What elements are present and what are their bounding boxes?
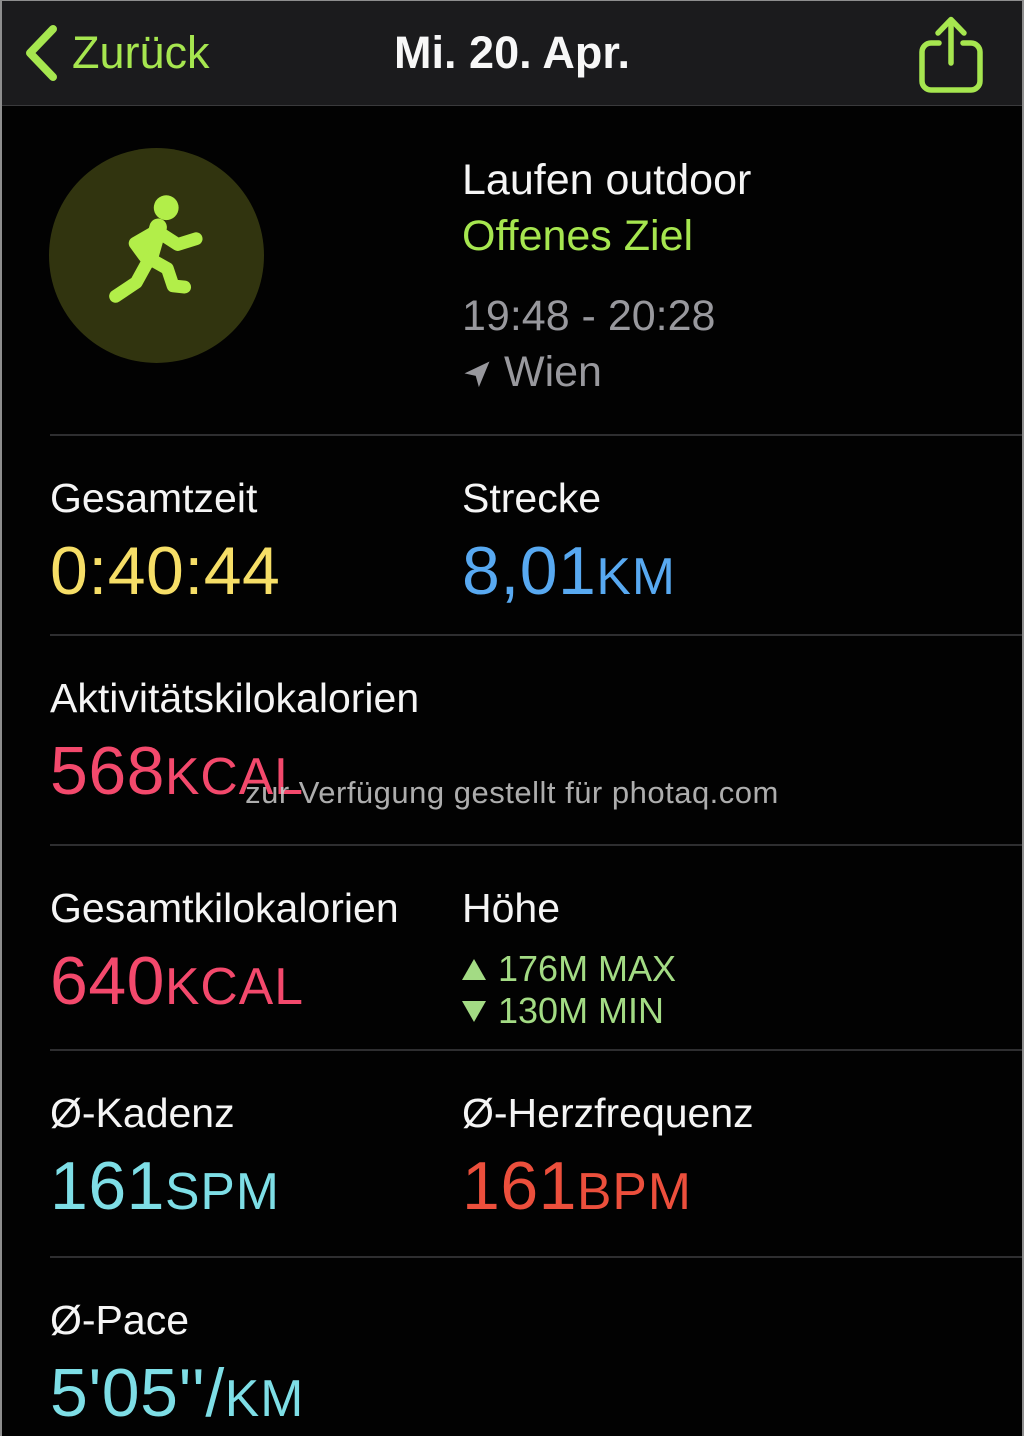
stat-label: Ø-Pace xyxy=(50,1297,189,1343)
back-button-label: Zurück xyxy=(72,27,210,78)
stat-value-heart-rate: 161BPM xyxy=(462,1147,1022,1230)
stat-distance: Strecke 8,01KM xyxy=(462,472,1022,634)
running-icon xyxy=(108,194,203,303)
stat-total-time: Gesamtzeit 0:40:44 xyxy=(50,472,462,634)
stat-total-calories: Gesamtkilokalorien 640KCAL xyxy=(50,882,462,1049)
stat-value-total-time: 0:40:44 xyxy=(50,533,281,609)
stat-value-active-calories: 568KCAL xyxy=(50,732,1022,815)
total-calories-number: 640 xyxy=(50,943,165,1019)
distance-unit: KM xyxy=(596,547,676,605)
stat-value-distance: 8,01KM xyxy=(462,532,1022,615)
stat-value-pace: 5'05''/KM xyxy=(50,1354,1022,1436)
stat-row-time-distance: Gesamtzeit 0:40:44 Strecke 8,01KM xyxy=(2,436,1022,634)
stat-label: Strecke xyxy=(462,475,601,521)
active-calories-number: 568 xyxy=(50,733,165,809)
stat-row-active-calories: Aktivitätskilokalorien 568KCAL xyxy=(2,636,1022,844)
pace-number: 5'05''/ xyxy=(50,1355,225,1431)
nav-bar: Zurück Mi. 20. Apr. xyxy=(2,1,1022,106)
workout-summary-section: Laufen outdoor Offenes Ziel 19:48 - 20:2… xyxy=(2,106,1022,434)
cadence-unit: SPM xyxy=(164,1162,280,1220)
divider xyxy=(50,634,1022,636)
elevation-min: 130M MIN xyxy=(462,990,1022,1032)
divider xyxy=(50,434,1022,436)
divider xyxy=(50,1256,1022,1258)
stat-row-total-calories-elevation: Gesamtkilokalorien 640KCAL Höhe 176M MAX… xyxy=(2,846,1022,1049)
stat-value-cadence: 161SPM xyxy=(50,1147,462,1230)
distance-number: 8,01 xyxy=(462,533,597,609)
elevation-values: 176M MAX 130M MIN xyxy=(462,948,1022,1032)
stat-active-calories: Aktivitätskilokalorien 568KCAL xyxy=(50,672,1022,844)
workout-location: Wien xyxy=(462,344,751,400)
divider xyxy=(50,1049,1022,1051)
share-button[interactable] xyxy=(918,15,984,98)
heart-rate-number: 161 xyxy=(462,1148,577,1224)
stat-value-total-calories: 640KCAL xyxy=(50,942,462,1025)
stat-heart-rate: Ø-Herzfrequenz 161BPM xyxy=(462,1087,1022,1256)
location-arrow-icon xyxy=(464,361,490,388)
activity-circle xyxy=(49,148,264,363)
cadence-number: 161 xyxy=(50,1148,165,1224)
stat-cadence: Ø-Kadenz 161SPM xyxy=(50,1087,462,1256)
arrow-down-icon xyxy=(462,1000,486,1022)
stat-pace: Ø-Pace 5'05''/KM xyxy=(50,1294,1022,1436)
active-calories-unit: KCAL xyxy=(164,747,304,805)
stat-label: Ø-Kadenz xyxy=(50,1090,235,1136)
stat-label: Aktivitätskilokalorien xyxy=(50,675,420,721)
heart-rate-unit: BPM xyxy=(576,1162,692,1220)
divider xyxy=(50,844,1022,846)
workout-type: Laufen outdoor xyxy=(462,156,752,204)
stat-label: Gesamtzeit xyxy=(50,475,258,521)
stat-row-pace: Ø-Pace 5'05''/KM xyxy=(2,1258,1022,1436)
stat-label: Ø-Herzfrequenz xyxy=(462,1090,754,1136)
workout-location-label: Wien xyxy=(504,348,602,396)
back-chevron-icon xyxy=(26,25,57,81)
pace-unit: KM xyxy=(224,1369,305,1427)
stat-label: Gesamtkilokalorien xyxy=(50,885,399,931)
stat-row-cadence-heartrate: Ø-Kadenz 161SPM Ø-Herzfrequenz 161BPM xyxy=(2,1051,1022,1256)
workout-time-range: 19:48 - 20:28 xyxy=(462,292,716,340)
elevation-min-label: 130M MIN xyxy=(498,990,665,1031)
workout-text-block: Laufen outdoor Offenes Ziel 19:48 - 20:2… xyxy=(462,148,751,434)
elevation-max-label: 176M MAX xyxy=(498,948,677,989)
workout-goal: Offenes Ziel xyxy=(462,212,694,260)
stat-elevation: Höhe 176M MAX 130M MIN xyxy=(462,882,1022,1049)
total-calories-unit: KCAL xyxy=(164,957,304,1015)
elevation-max: 176M MAX xyxy=(462,948,1022,990)
arrow-up-icon xyxy=(462,958,486,980)
share-icon xyxy=(919,16,983,93)
back-button[interactable]: Zurück xyxy=(2,25,210,81)
stat-label: Höhe xyxy=(462,885,561,931)
